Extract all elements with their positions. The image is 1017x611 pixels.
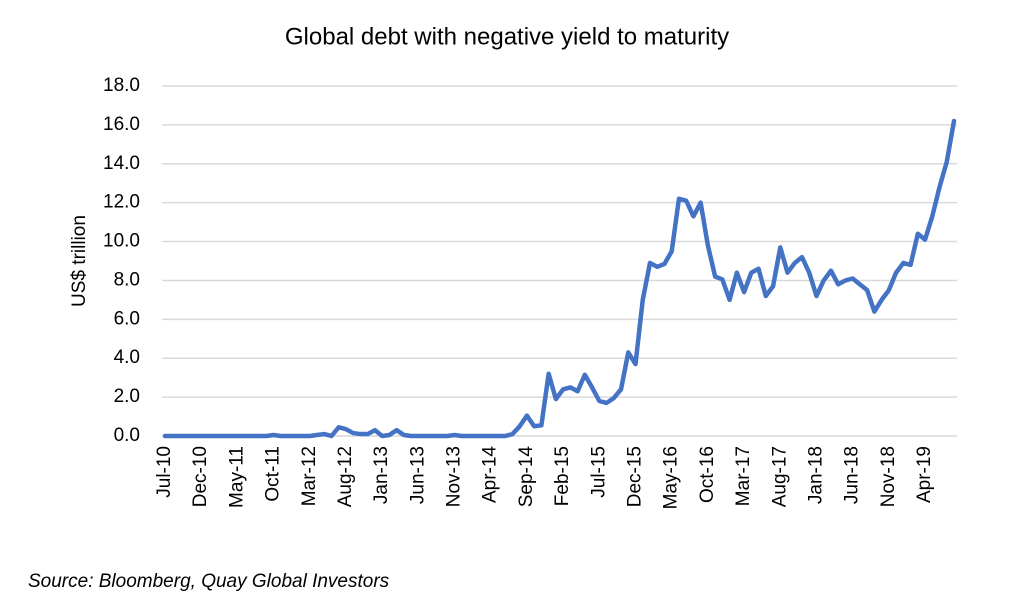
y-tick-label: 18.0	[103, 75, 140, 96]
x-tick-label: Jan-13	[371, 446, 392, 504]
x-tick-label: Nov-13	[444, 446, 465, 507]
y-tick-label: 4.0	[114, 347, 140, 368]
y-tick-label: 14.0	[103, 153, 140, 174]
x-tick-label: Jul-15	[588, 446, 609, 498]
y-tick-label: 12.0	[103, 192, 140, 213]
x-tick-label: Jan-18	[805, 446, 826, 504]
x-tick-label: Dec-10	[190, 446, 211, 507]
x-tick-label: Aug-17	[769, 446, 790, 507]
data-line	[162, 118, 957, 439]
source-note: Source: Bloomberg, Quay Global Investors	[28, 571, 390, 592]
x-tick-label: Dec-15	[625, 446, 646, 507]
x-tick-label: Apr-14	[480, 446, 501, 503]
y-tick-label: 10.0	[103, 231, 140, 252]
x-tick-label: Aug-12	[335, 446, 356, 507]
y-tick-label: 2.0	[114, 386, 140, 407]
y-tick-label: 16.0	[103, 114, 140, 135]
y-tick-label: 0.0	[114, 425, 140, 446]
x-tick-label: Mar-17	[733, 446, 754, 506]
y-tick-label: 8.0	[114, 269, 140, 290]
x-tick-label: May-16	[661, 446, 682, 509]
x-tick-label: Sep-14	[516, 446, 537, 508]
x-tick-label: Oct-16	[697, 446, 718, 503]
x-tick-label: Apr-19	[914, 446, 935, 503]
x-tick-label: Feb-15	[552, 446, 573, 506]
y-axis-label: US$ trillion	[69, 215, 90, 307]
x-tick-label: Jun-13	[407, 446, 428, 504]
x-tick-label: May-11	[226, 446, 247, 508]
x-tick-label: Oct-11	[263, 446, 284, 502]
x-tick-label: Nov-18	[878, 446, 899, 507]
chart-title: Global debt with negative yield to matur…	[285, 23, 729, 50]
x-tick-label: Jun-18	[842, 446, 863, 504]
x-tick-label: Mar-12	[299, 446, 320, 506]
x-tick-label: Jul-10	[154, 446, 175, 498]
y-tick-label: 6.0	[114, 308, 140, 329]
